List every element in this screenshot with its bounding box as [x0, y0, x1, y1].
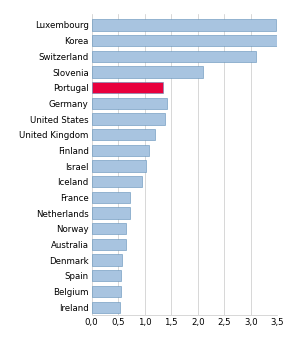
Bar [92, 160, 146, 172]
Bar [92, 192, 130, 203]
Bar [92, 19, 276, 30]
Bar [92, 223, 126, 235]
Bar [92, 176, 142, 187]
Bar [92, 98, 167, 109]
Bar [92, 270, 121, 281]
Bar [92, 129, 155, 140]
Bar [92, 51, 256, 62]
Bar [92, 113, 165, 125]
Bar [92, 286, 121, 297]
Bar [92, 301, 120, 313]
Bar [92, 35, 277, 46]
Bar [92, 66, 203, 78]
Bar [92, 145, 149, 156]
Bar [92, 239, 126, 250]
Bar [92, 82, 163, 93]
Bar [92, 208, 130, 219]
Bar [92, 254, 122, 266]
